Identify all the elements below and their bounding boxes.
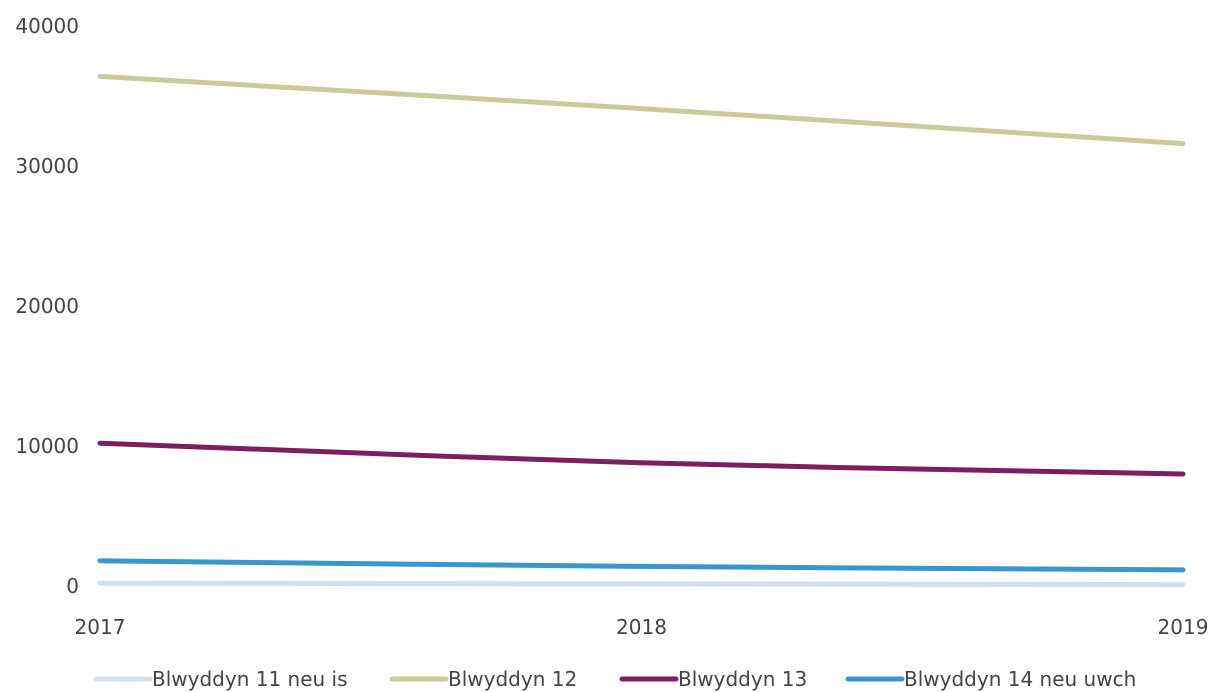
y-tick-label: 40000 xyxy=(15,14,79,38)
series-line xyxy=(97,580,1186,588)
series-line xyxy=(97,440,1186,477)
series-line xyxy=(97,73,1186,147)
x-axis-ticks: 2017 2018 2019 xyxy=(75,615,1209,639)
x-tick-label: 2017 xyxy=(75,615,126,639)
y-tick-label: 0 xyxy=(66,574,79,598)
legend-label: Blwyddyn 13 xyxy=(678,667,807,691)
series-lines xyxy=(97,73,1186,588)
x-tick-label: 2018 xyxy=(616,615,667,639)
legend: Blwyddyn 11 neu is Blwyddyn 12 Blwyddyn 13… xyxy=(93,667,1136,691)
legend-label: Blwyddyn 14 neu uwch xyxy=(904,667,1136,691)
legend-label: Blwyddyn 11 neu is xyxy=(152,667,348,691)
y-tick-label: 10000 xyxy=(15,434,79,458)
y-axis-ticks: 0 10000 20000 30000 40000 xyxy=(15,14,79,598)
y-tick-label: 30000 xyxy=(15,154,79,178)
series-line xyxy=(97,558,1186,573)
legend-label: Blwyddyn 12 xyxy=(448,667,577,691)
x-tick-label: 2019 xyxy=(1158,615,1209,639)
y-tick-label: 20000 xyxy=(15,294,79,318)
